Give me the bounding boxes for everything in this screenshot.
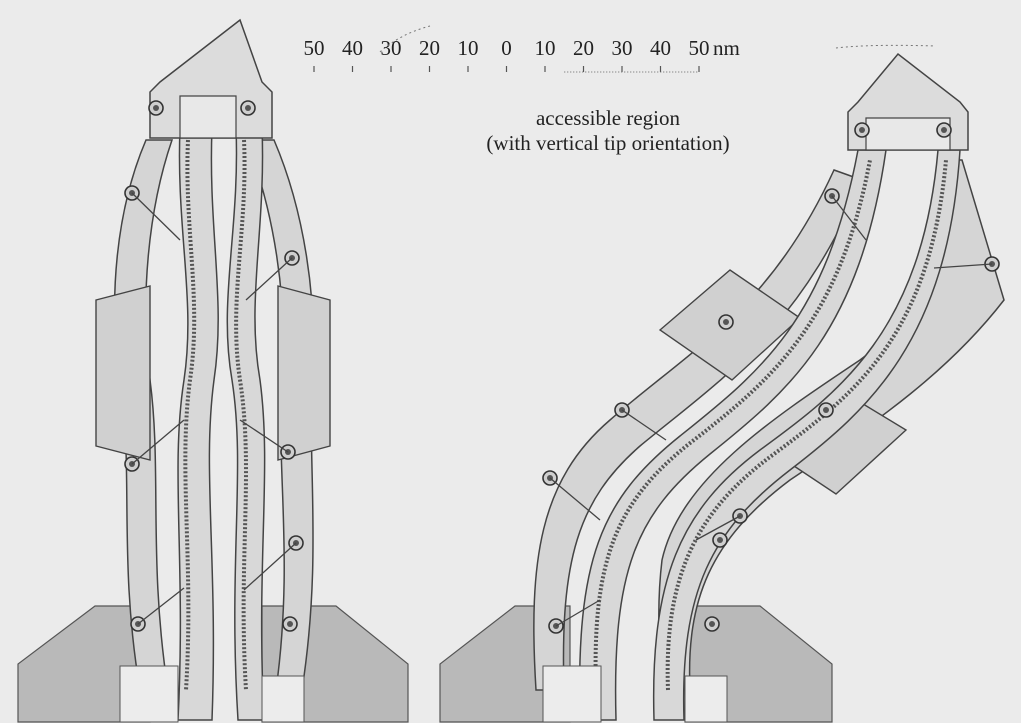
accessible-region-arc-right xyxy=(835,44,936,49)
scale-tick-label: 20 xyxy=(573,36,594,60)
joint-icon xyxy=(854,122,870,138)
scale-tick-label: 0 xyxy=(501,36,512,60)
tilted-tip-channel xyxy=(865,117,951,151)
right-inner-spring xyxy=(234,139,248,691)
left-manipulator-vertical xyxy=(17,18,409,723)
scale-tick-label: 40 xyxy=(342,36,363,60)
scale-tick-label: 30 xyxy=(612,36,633,60)
left-cross-links xyxy=(131,192,297,625)
joint-icon xyxy=(282,616,298,632)
tilted-outer-column-left xyxy=(533,169,863,691)
scale-tick-label: 20 xyxy=(419,36,440,60)
scale-unit-label: nm xyxy=(713,36,740,60)
joint-icon xyxy=(712,532,728,548)
tilted-bottom-socket-left xyxy=(542,665,602,723)
tilted-bottom-socket-right xyxy=(684,675,728,723)
joint-icon xyxy=(818,402,834,418)
scale-tick-label: 50 xyxy=(304,36,325,60)
joint-icon xyxy=(240,100,256,116)
left-tip-channel xyxy=(179,95,237,139)
joint-icon xyxy=(936,122,952,138)
right-manipulator-tilted xyxy=(439,52,1005,723)
scale-tick-label: 50 xyxy=(689,36,710,60)
caption-line-1: accessible region xyxy=(535,106,681,130)
scale-tick-marks xyxy=(313,66,700,73)
scale-tick-label: 10 xyxy=(458,36,479,60)
left-bottom-socket-right xyxy=(261,675,305,723)
left-bottom-socket-left xyxy=(119,665,179,723)
accessible-region-caption: accessible region (with vertical tip ori… xyxy=(458,106,758,156)
tilted-spring-right xyxy=(665,159,948,691)
accessible-region-arc xyxy=(379,25,431,53)
caption-line-2: (with vertical tip orientation) xyxy=(486,131,730,155)
joint-icon xyxy=(704,616,720,632)
right-side-housing xyxy=(277,285,331,461)
left-side-housing xyxy=(95,285,151,461)
scale-tick-label: 30 xyxy=(381,36,402,60)
tilted-cross-links xyxy=(549,195,993,627)
joint-icon xyxy=(718,314,734,330)
scale-tick-labels: 50 40 30 20 10 0 10 20 30 40 50 nm xyxy=(304,36,740,60)
left-inner-spring xyxy=(183,139,197,691)
scale-tick-label: 40 xyxy=(650,36,671,60)
scale-tick-label: 10 xyxy=(535,36,556,60)
nm-scale-bar: 50 40 30 20 10 0 10 20 30 40 50 nm xyxy=(304,25,936,73)
left-central-shaft xyxy=(177,127,219,721)
joint-icon xyxy=(148,100,164,116)
